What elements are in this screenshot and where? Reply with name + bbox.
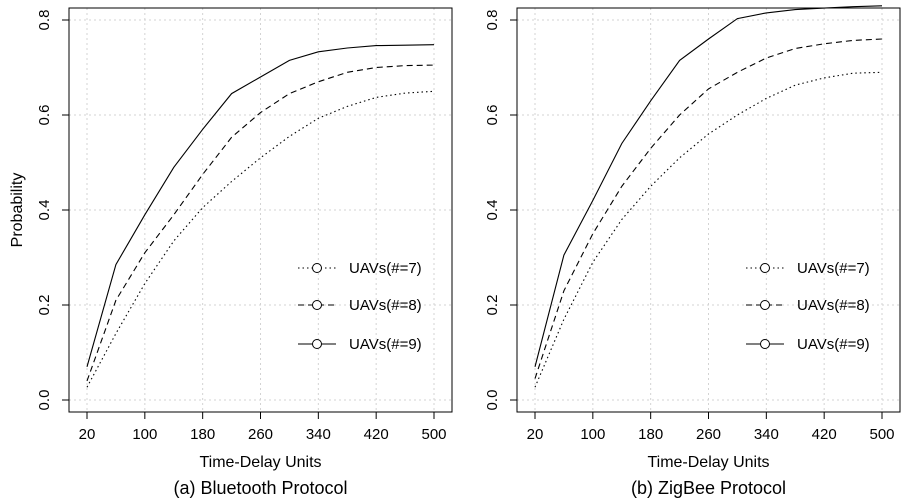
y-tick-label: 0.8: [484, 10, 501, 31]
y-tick-label: 0.6: [484, 105, 501, 126]
x-axis-title: Time-Delay Units: [647, 454, 769, 471]
panel-caption: (a) Bluetooth Protocol: [173, 478, 347, 498]
series-line-2: [86, 64, 435, 382]
legend-label-1: UAVs(#=7): [349, 260, 422, 277]
legend-marker-3: [760, 339, 770, 349]
legend-marker-1: [760, 263, 770, 273]
y-tick-label: 0.2: [484, 295, 501, 316]
x-tick-label: 420: [364, 426, 389, 443]
y-tick-label: 0.6: [36, 105, 53, 126]
legend-label-3: UAVs(#=9): [349, 336, 422, 353]
x-tick-label: 100: [132, 426, 157, 443]
x-tick-label: 420: [812, 426, 837, 443]
x-tick-label: 180: [190, 426, 215, 443]
panel-b: 20 100 180 260 340 420 500 0.0 0.2 0.4 0.6 0.8 Time-…: [484, 5, 901, 498]
panel-a: 20 100 180 260 340 420 500 0.0 0.2 0.4 0.6 0.8 Time-…: [9, 7, 453, 498]
legend-marker-2: [760, 300, 770, 310]
x-tick-label: 180: [638, 426, 663, 443]
y-axis-title: Probability: [9, 173, 26, 248]
x-axis-title: Time-Delay Units: [199, 454, 321, 471]
y-tick-label: 0.8: [36, 10, 53, 31]
x-tick-label: 340: [306, 426, 331, 443]
y-tick-label: 0.0: [36, 390, 53, 411]
legend-marker-1: [312, 263, 322, 273]
legend-label-2: UAVs(#=8): [349, 297, 422, 314]
legend-marker-3: [312, 339, 322, 349]
y-tick-label: 0.0: [484, 390, 501, 411]
legend-marker-2: [312, 300, 322, 310]
series-line-3: [86, 44, 435, 367]
x-tick-label: 260: [248, 426, 273, 443]
x-tick-label: 500: [869, 426, 894, 443]
x-tick-label: 100: [580, 426, 605, 443]
series-line-1: [534, 71, 883, 388]
legend-label-3: UAVs(#=9): [797, 336, 870, 353]
x-tick-label: 500: [421, 426, 446, 443]
series-line-2: [534, 38, 883, 379]
panel-caption: (b) ZigBee Protocol: [631, 478, 786, 498]
y-tick-label: 0.2: [36, 295, 53, 316]
y-tick-label: 0.4: [36, 200, 53, 221]
x-tick-label: 20: [79, 426, 96, 443]
x-tick-label: 260: [696, 426, 721, 443]
y-tick-label: 0.4: [484, 200, 501, 221]
x-tick-label: 20: [527, 426, 544, 443]
series-line-3: [534, 5, 883, 367]
legend-label-2: UAVs(#=8): [797, 297, 870, 314]
legend-label-1: UAVs(#=7): [797, 260, 870, 277]
x-tick-label: 340: [754, 426, 779, 443]
